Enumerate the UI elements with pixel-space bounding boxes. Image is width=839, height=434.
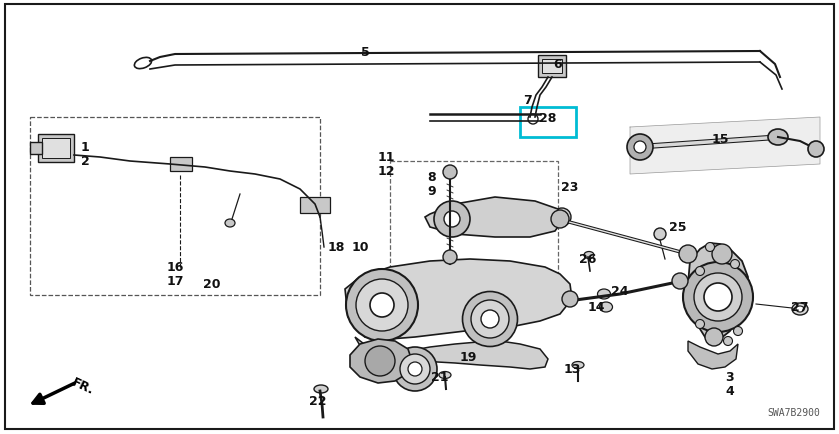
Ellipse shape [792,303,808,315]
Ellipse shape [356,279,408,331]
Bar [300,197,330,214]
Ellipse shape [679,246,697,263]
Text: 13: 13 [563,363,581,376]
Ellipse shape [443,250,457,264]
Ellipse shape [572,362,584,368]
Text: 11: 11 [378,151,395,164]
Ellipse shape [796,306,804,312]
Text: 17: 17 [166,275,184,288]
Ellipse shape [696,267,705,276]
Text: 1: 1 [81,141,90,154]
Text: 23: 23 [561,181,579,194]
Ellipse shape [808,141,824,158]
Text: 16: 16 [166,261,184,274]
Ellipse shape [731,260,739,269]
Text: 25: 25 [670,221,687,234]
Ellipse shape [600,302,612,312]
Ellipse shape [553,208,571,227]
Ellipse shape [439,372,451,378]
Ellipse shape [462,292,518,347]
Ellipse shape [672,273,688,289]
Ellipse shape [706,243,715,252]
Text: 10: 10 [352,241,369,254]
Ellipse shape [346,270,418,341]
Text: 9: 9 [428,185,436,198]
Ellipse shape [314,385,328,393]
Ellipse shape [705,328,723,346]
Polygon shape [688,243,748,341]
Text: 8: 8 [428,171,436,184]
Text: 15: 15 [711,133,729,146]
Ellipse shape [225,220,235,227]
Ellipse shape [733,327,743,336]
Polygon shape [355,337,548,369]
Ellipse shape [723,337,732,346]
Ellipse shape [704,283,732,311]
Ellipse shape [627,135,653,161]
Ellipse shape [365,346,395,376]
Text: 7: 7 [524,93,533,106]
Bar [542,60,562,74]
Ellipse shape [551,210,569,228]
Ellipse shape [482,355,494,363]
Ellipse shape [481,310,499,328]
Ellipse shape [434,201,470,237]
Text: 6: 6 [554,58,562,71]
Bar [520,108,576,138]
Bar [170,158,192,171]
Ellipse shape [584,252,594,259]
Text: 26: 26 [579,253,597,266]
Text: SWA7B2900: SWA7B2900 [767,407,820,417]
Polygon shape [345,260,572,339]
Ellipse shape [683,263,753,332]
Bar [38,135,74,163]
Text: 2: 2 [81,155,90,168]
Bar [30,118,320,295]
Text: 5: 5 [361,46,369,58]
Text: 3: 3 [726,371,734,384]
Ellipse shape [400,354,430,384]
Text: 22: 22 [310,395,326,408]
Ellipse shape [393,347,437,391]
Bar [42,139,70,159]
Ellipse shape [464,353,476,361]
Text: 14: 14 [587,301,605,314]
Ellipse shape [408,362,422,376]
Ellipse shape [696,320,705,329]
Ellipse shape [694,273,742,321]
Ellipse shape [562,291,578,307]
Ellipse shape [443,166,457,180]
Ellipse shape [712,244,732,264]
Ellipse shape [654,228,666,240]
Text: 24: 24 [612,285,628,298]
Text: 4: 4 [726,385,734,398]
Polygon shape [688,341,738,369]
Text: 19: 19 [459,351,477,364]
Ellipse shape [471,300,509,338]
Ellipse shape [768,130,788,146]
Text: 21: 21 [431,371,449,384]
Text: 27: 27 [791,301,809,314]
Polygon shape [630,118,820,174]
Ellipse shape [634,141,646,154]
Polygon shape [350,339,412,383]
Polygon shape [425,197,562,237]
Text: 18: 18 [327,241,345,254]
Text: FR.: FR. [70,375,96,397]
Text: 20: 20 [203,278,221,291]
Bar [30,143,42,155]
Ellipse shape [597,289,611,299]
Text: 12: 12 [378,165,395,178]
Ellipse shape [558,214,566,221]
Ellipse shape [370,293,394,317]
Ellipse shape [444,211,460,227]
Text: 28: 28 [539,111,557,124]
Bar [390,161,558,279]
Bar [538,56,566,78]
